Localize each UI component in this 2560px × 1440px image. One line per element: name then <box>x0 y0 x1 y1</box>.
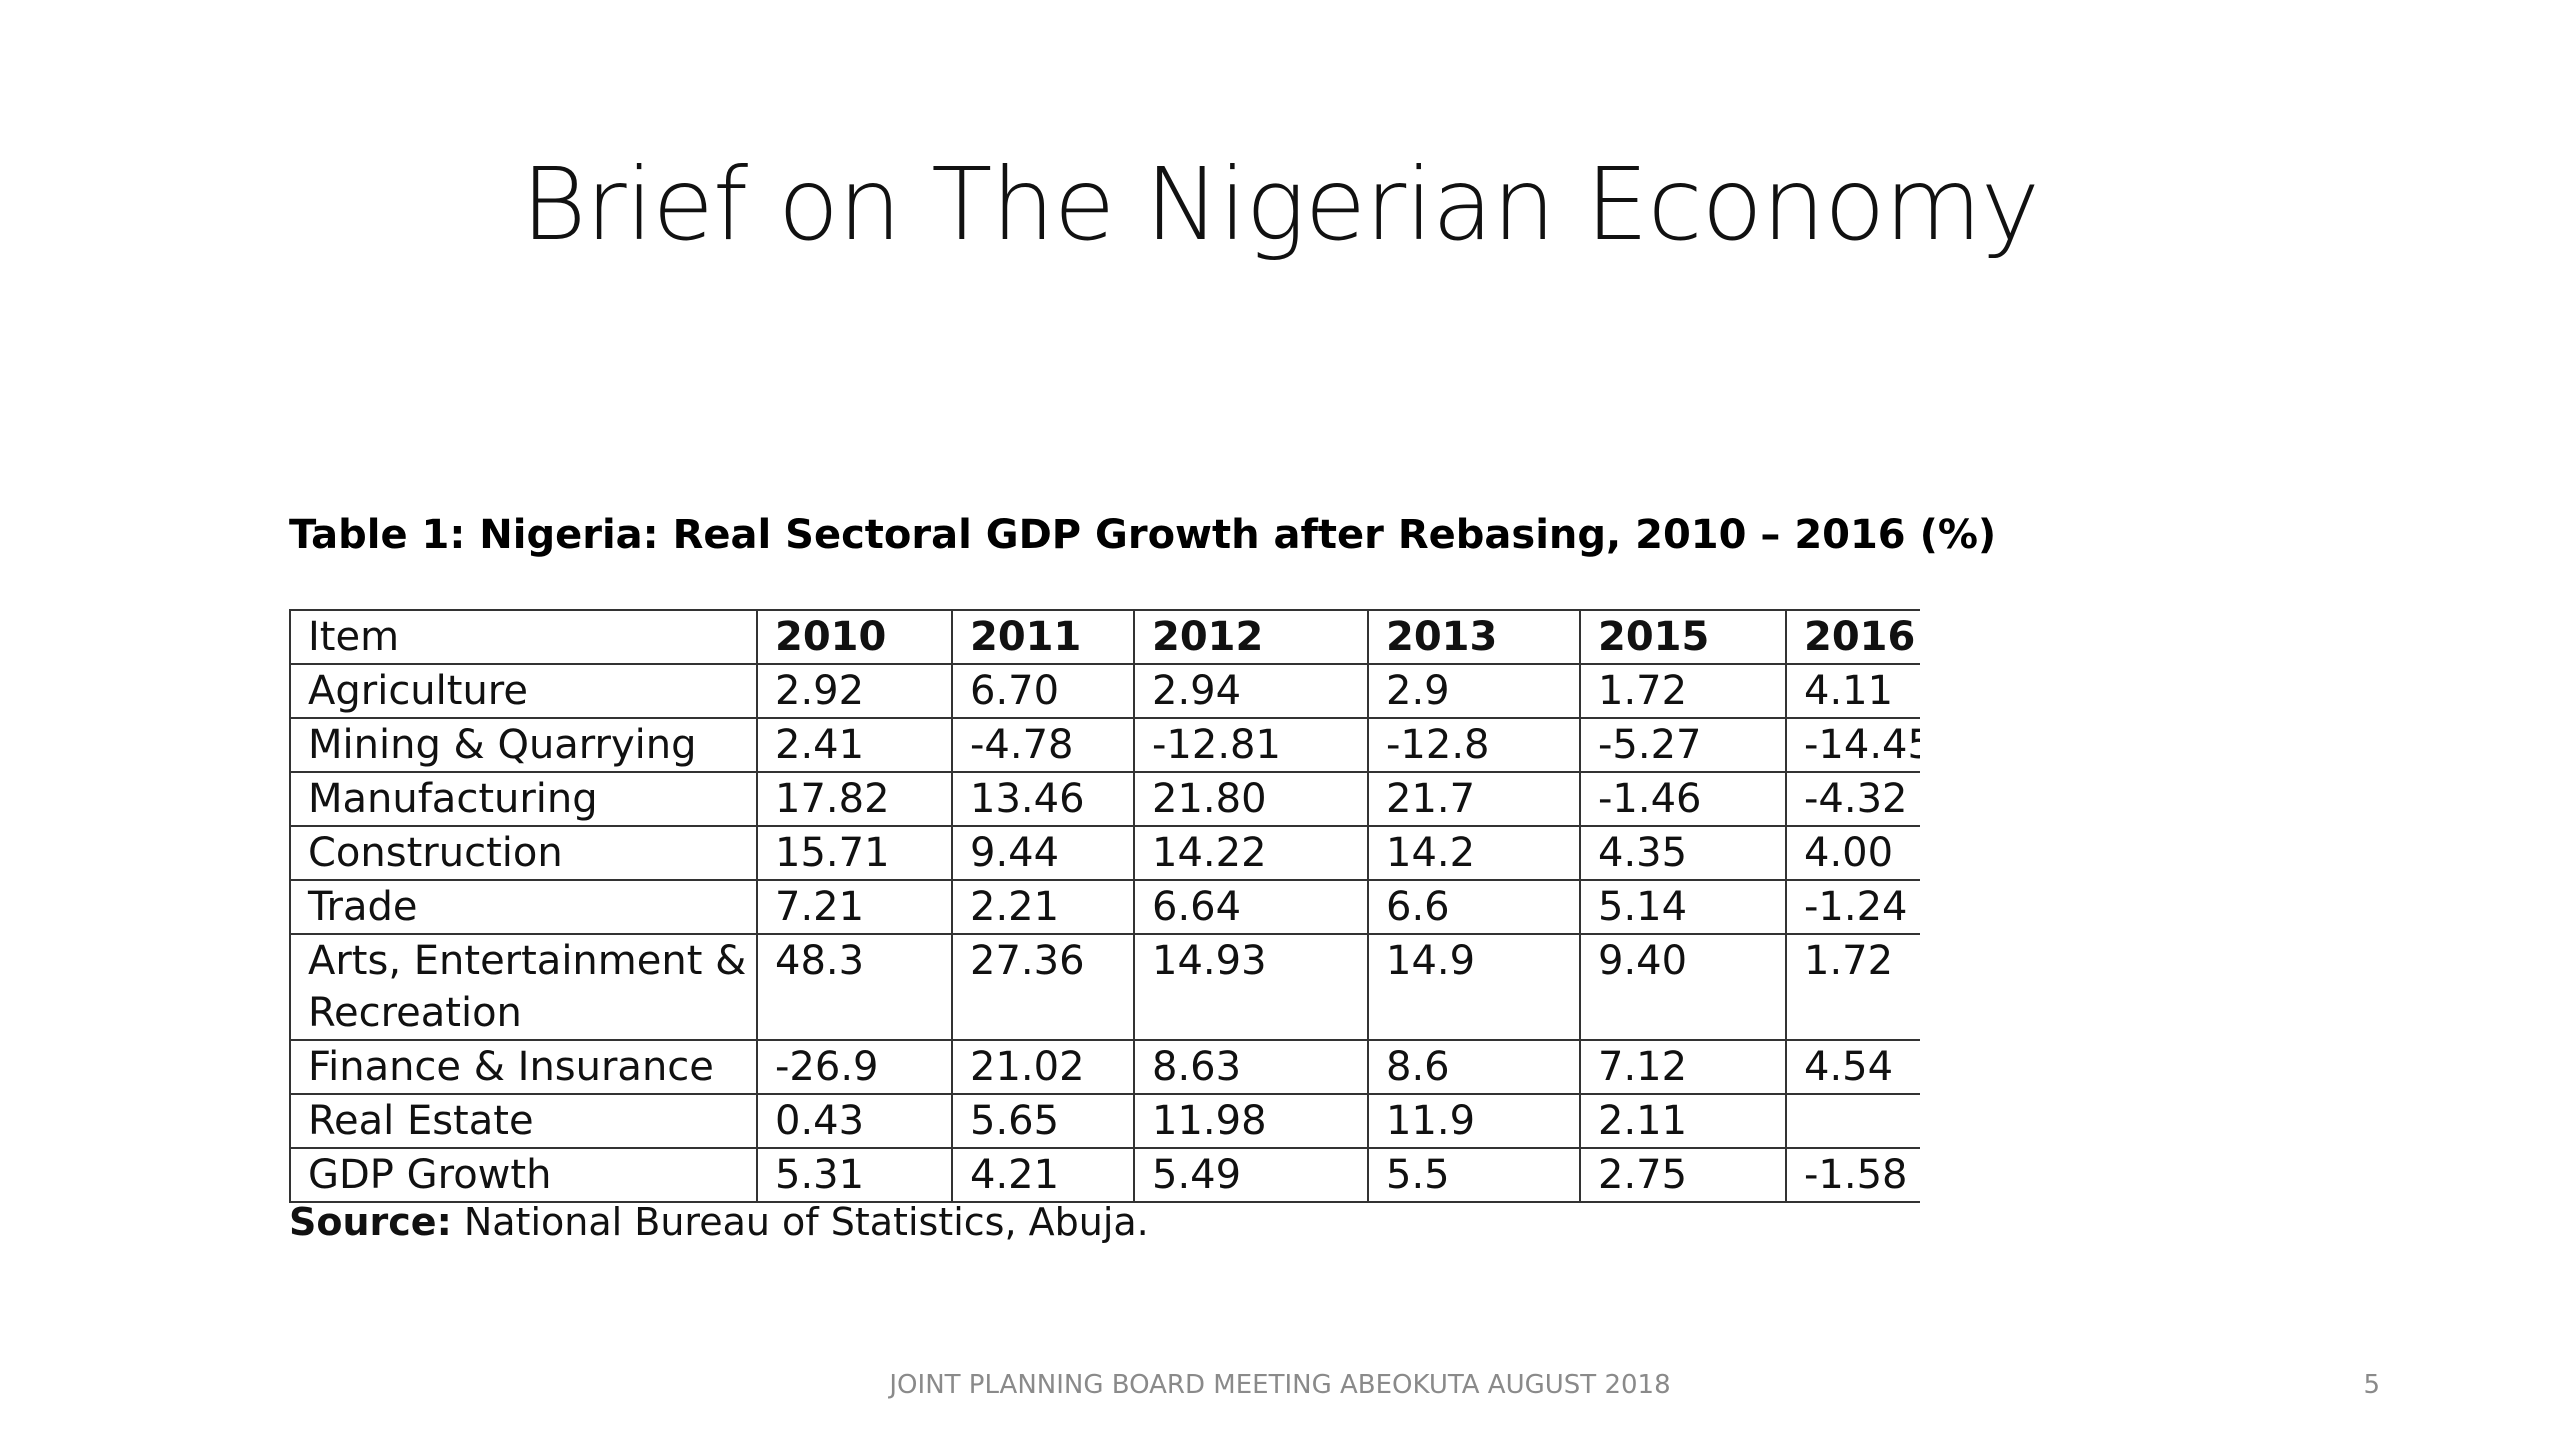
column-header-item: Item <box>289 609 758 665</box>
table-cell: 1.72 <box>1579 663 1787 719</box>
table-cell: 7.21 <box>756 879 953 935</box>
table-cell: 6.64 <box>1133 879 1369 935</box>
table-cell: 48.3 <box>756 933 953 1041</box>
table-caption: Table 1: Nigeria: Real Sectoral GDP Grow… <box>289 512 1997 558</box>
table-row: Real Estate 0.43 5.65 11.98 11.9 2.11 <box>289 1093 1920 1149</box>
row-label: Manufacturing <box>289 771 758 827</box>
table-cell: 8.63 <box>1133 1039 1369 1095</box>
column-header-2015: 2015 <box>1579 609 1787 665</box>
table-cell: 5.31 <box>756 1147 953 1203</box>
table-cell: 0.43 <box>756 1093 953 1149</box>
table-cell: 8.6 <box>1367 1039 1581 1095</box>
table-cell: -14.45 <box>1785 717 1920 773</box>
table-cell: 14.9 <box>1367 933 1581 1041</box>
table-row: Agriculture 2.92 6.70 2.94 2.9 1.72 4.11 <box>289 663 1920 719</box>
table-cell: 2.94 <box>1133 663 1369 719</box>
table-header-row: Item 2010 2011 2012 2013 2015 2016 <box>289 609 1920 665</box>
table-cell: 11.98 <box>1133 1093 1369 1149</box>
table-cell: 11.9 <box>1367 1093 1581 1149</box>
table-cell: 4.35 <box>1579 825 1787 881</box>
table-row: Trade 7.21 2.21 6.64 6.6 5.14 -1.24 <box>289 879 1920 935</box>
column-header-2010: 2010 <box>756 609 953 665</box>
table-cell: -1.46 <box>1579 771 1787 827</box>
table-cell: 5.49 <box>1133 1147 1369 1203</box>
table-cell: 6.70 <box>951 663 1135 719</box>
table-cell: 1.72 <box>1785 933 1920 1041</box>
table-cell: -4.32 <box>1785 771 1920 827</box>
table-cell: 5.65 <box>951 1093 1135 1149</box>
table-cell: 14.93 <box>1133 933 1369 1041</box>
column-header-2016: 2016 <box>1785 609 1920 665</box>
table-row: Construction 15.71 9.44 14.22 14.2 4.35 … <box>289 825 1920 881</box>
page-number: 5 <box>2363 1370 2380 1400</box>
table-cell: 2.41 <box>756 717 953 773</box>
row-label: Agriculture <box>289 663 758 719</box>
table-cell: 2.21 <box>951 879 1135 935</box>
table-cell: 13.46 <box>951 771 1135 827</box>
table-cell: -1.58 <box>1785 1147 1920 1203</box>
table-row: Manufacturing 17.82 13.46 21.80 21.7 -1.… <box>289 771 1920 827</box>
gdp-growth-table: Item 2010 2011 2012 2013 2015 2016 Agric… <box>289 609 1920 1203</box>
column-header-2013: 2013 <box>1367 609 1581 665</box>
table-container: Item 2010 2011 2012 2013 2015 2016 Agric… <box>289 609 1920 1203</box>
row-label: Real Estate <box>289 1093 758 1149</box>
slide-footer: JOINT PLANNING BOARD MEETING ABEOKUTA AU… <box>889 1370 1671 1400</box>
table-cell: 4.11 <box>1785 663 1920 719</box>
table-cell: 4.54 <box>1785 1039 1920 1095</box>
table-cell: -26.9 <box>756 1039 953 1095</box>
table-cell: -4.78 <box>951 717 1135 773</box>
table-cell: 21.80 <box>1133 771 1369 827</box>
source-label: Source: <box>289 1200 452 1244</box>
table-row: Mining & Quarrying 2.41 -4.78 -12.81 -12… <box>289 717 1920 773</box>
table-cell: 27.36 <box>951 933 1135 1041</box>
table-cell: 5.5 <box>1367 1147 1581 1203</box>
row-label: Mining & Quarrying <box>289 717 758 773</box>
column-header-2012: 2012 <box>1133 609 1369 665</box>
table-row: Arts, Entertainment & Recreation 48.3 27… <box>289 933 1920 1041</box>
table-cell <box>1785 1093 1920 1149</box>
table-cell: 6.6 <box>1367 879 1581 935</box>
table-cell: 2.75 <box>1579 1147 1787 1203</box>
table-cell: 7.12 <box>1579 1039 1787 1095</box>
source-text: National Bureau of Statistics, Abuja. <box>451 1200 1149 1244</box>
table-cell: 4.21 <box>951 1147 1135 1203</box>
table-cell: 15.71 <box>756 825 953 881</box>
table-cell: 5.14 <box>1579 879 1787 935</box>
table-cell: 2.9 <box>1367 663 1581 719</box>
row-label: GDP Growth <box>289 1147 758 1203</box>
table-row: GDP Growth 5.31 4.21 5.49 5.5 2.75 -1.58 <box>289 1147 1920 1203</box>
table-cell: 9.44 <box>951 825 1135 881</box>
slide-title: Brief on The Nigerian Economy <box>521 146 2040 263</box>
table-cell: 4.00 <box>1785 825 1920 881</box>
table-cell: 2.92 <box>756 663 953 719</box>
table-cell: -1.24 <box>1785 879 1920 935</box>
table-cell: 14.22 <box>1133 825 1369 881</box>
table-cell: 17.82 <box>756 771 953 827</box>
table-row: Finance & Insurance -26.9 21.02 8.63 8.6… <box>289 1039 1920 1095</box>
table-cell: 21.02 <box>951 1039 1135 1095</box>
table-cell: -12.81 <box>1133 717 1369 773</box>
row-label: Arts, Entertainment & Recreation <box>289 933 758 1041</box>
row-label: Finance & Insurance <box>289 1039 758 1095</box>
table-cell: 2.11 <box>1579 1093 1787 1149</box>
row-label: Construction <box>289 825 758 881</box>
source-note: Source: National Bureau of Statistics, A… <box>289 1200 1149 1244</box>
table-cell: -5.27 <box>1579 717 1787 773</box>
table-cell: 9.40 <box>1579 933 1787 1041</box>
row-label: Trade <box>289 879 758 935</box>
table-cell: 14.2 <box>1367 825 1581 881</box>
table-cell: -12.8 <box>1367 717 1581 773</box>
table-cell: 21.7 <box>1367 771 1581 827</box>
column-header-2011: 2011 <box>951 609 1135 665</box>
